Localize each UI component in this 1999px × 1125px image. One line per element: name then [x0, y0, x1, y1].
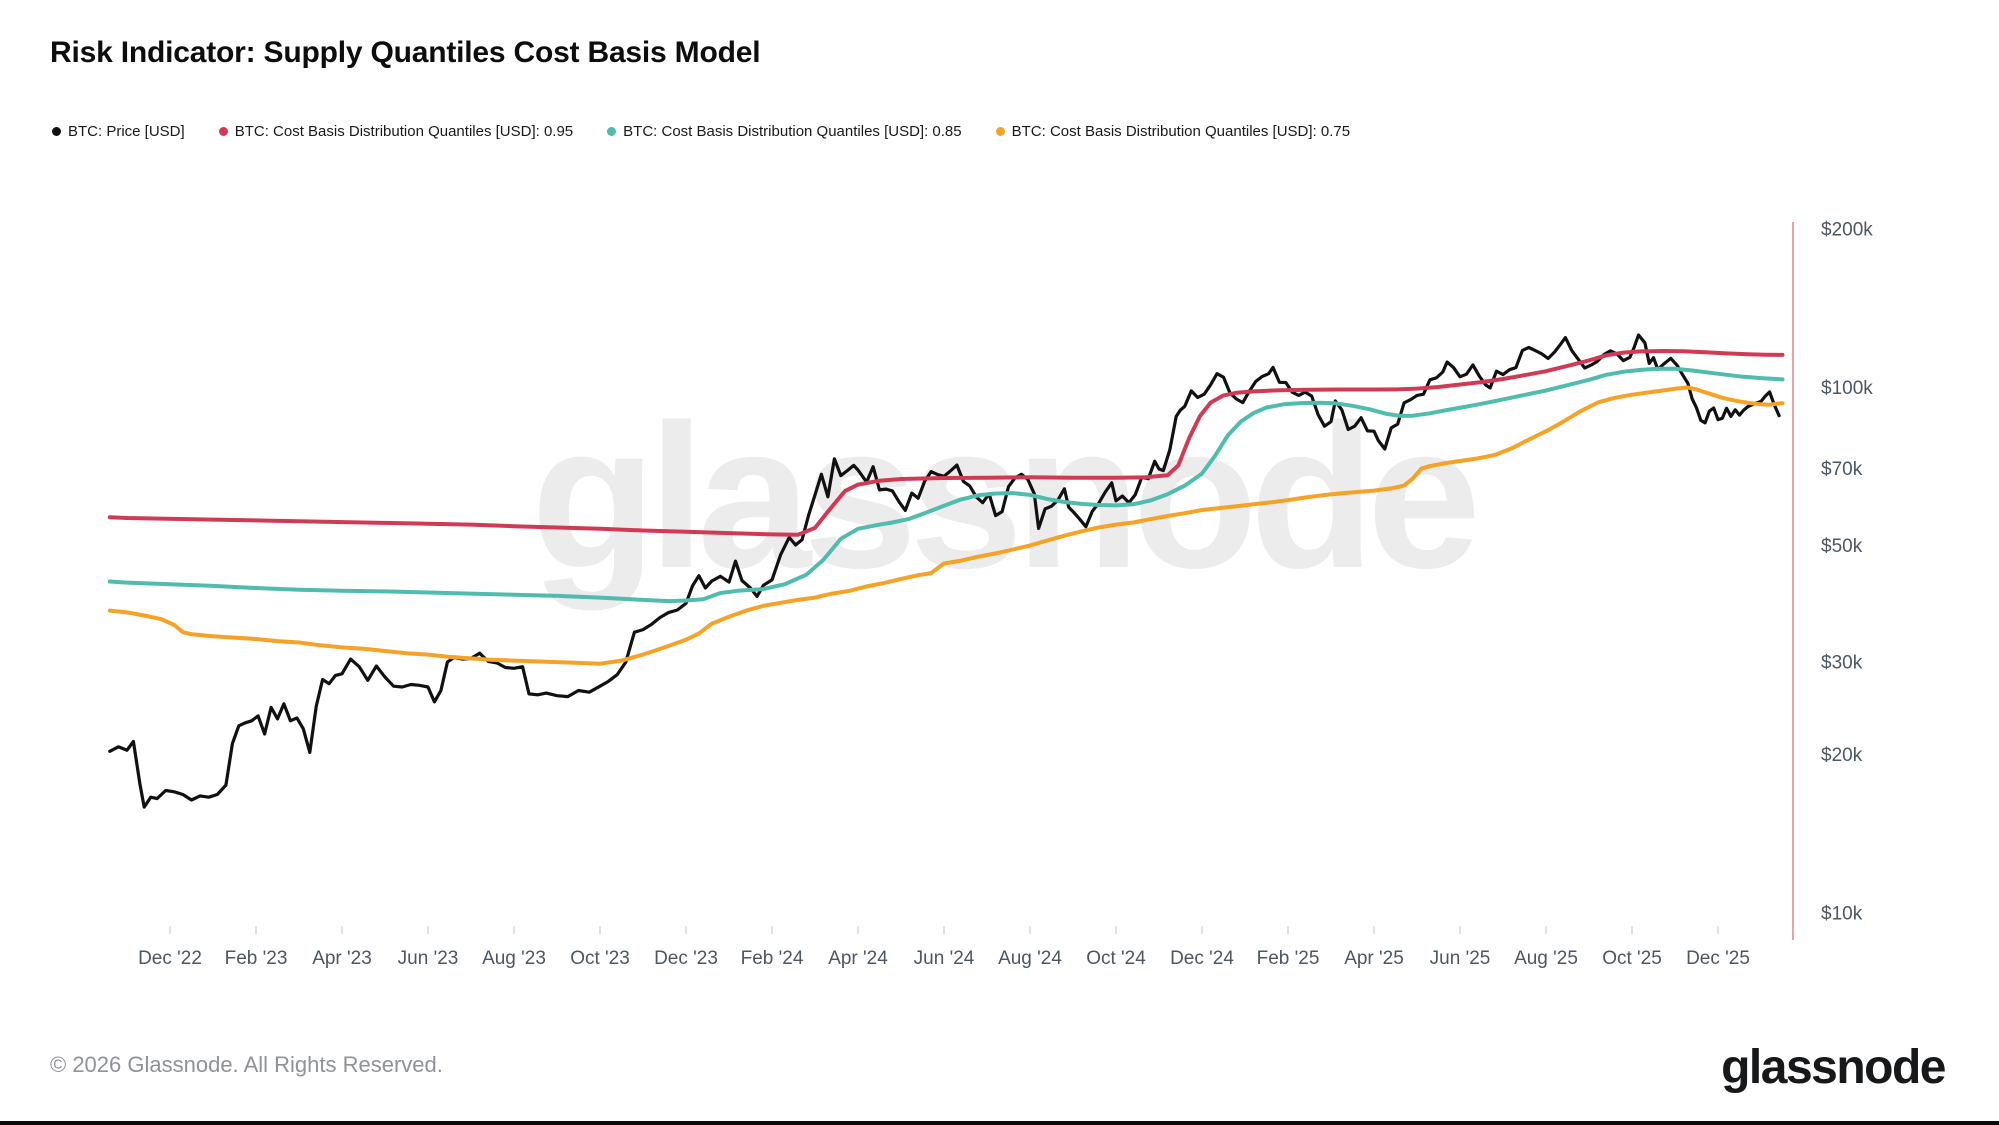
y-tick-label: $10k — [1821, 903, 1863, 924]
legend-dot-icon — [607, 127, 617, 136]
x-tick-label: Feb '25 — [1257, 948, 1320, 969]
legend-item-1[interactable]: BTC: Cost Basis Distribution Quantiles [… — [218, 123, 574, 140]
legend-dot-icon — [52, 127, 61, 136]
legend-item-2[interactable]: BTC: Cost Basis Distribution Quantiles [… — [607, 123, 962, 140]
y-tick-label: $50k — [1821, 536, 1863, 557]
x-tick-label: Aug '23 — [482, 948, 546, 969]
legend-dot-icon — [218, 127, 228, 136]
y-tick-label: $200k — [1821, 220, 1873, 241]
x-tick-label: Apr '23 — [312, 948, 372, 969]
legend-item-label: BTC: Cost Basis Distribution Quantiles [… — [1011, 123, 1351, 140]
y-tick-label: $70k — [1821, 459, 1863, 480]
quantile-095-line — [107, 349, 1785, 537]
legend-item-0[interactable]: BTC: Price [USD] — [52, 123, 185, 140]
x-tick-label: Aug '24 — [998, 948, 1062, 969]
x-tick-label: Dec '25 — [1686, 948, 1750, 969]
quantile-075-line — [107, 385, 1785, 666]
legend-dot-icon — [995, 127, 1005, 136]
x-tick-label: Dec '23 — [654, 948, 718, 969]
x-tick-label: Oct '25 — [1602, 948, 1662, 969]
legend-item-3[interactable]: BTC: Cost Basis Distribution Quantiles [… — [995, 123, 1351, 140]
x-tick-label: Oct '24 — [1086, 948, 1146, 969]
glassnode-logo: glassnode — [1721, 1041, 1946, 1094]
y-tick-label: $100k — [1821, 378, 1873, 399]
x-tick-label: Apr '24 — [828, 948, 888, 969]
page-title: Risk Indicator: Supply Quantiles Cost Ba… — [50, 36, 761, 69]
price-line — [108, 333, 1781, 809]
x-tick-label: Dec '24 — [1170, 948, 1234, 969]
x-tick-label: Feb '23 — [225, 948, 288, 969]
chart-legend: BTC: Price [USD] BTC: Cost Basis Distribu… — [52, 123, 1350, 140]
copyright-text: © 2026 Glassnode. All Rights Reserved. — [50, 1052, 443, 1077]
x-tick-label: Oct '23 — [570, 948, 630, 969]
x-tick-label: Dec '22 — [138, 948, 202, 969]
quantile-085-line — [107, 366, 1785, 604]
x-tick-label: Feb '24 — [741, 948, 804, 969]
bottom-window-bar — [0, 1121, 1999, 1125]
x-tick-label: Jun '25 — [1430, 948, 1491, 969]
y-tick-label: $20k — [1821, 745, 1863, 766]
x-tick-label: Jun '23 — [398, 948, 459, 969]
x-tick-label: Apr '25 — [1344, 948, 1404, 969]
legend-item-label: BTC: Price [USD] — [68, 123, 185, 140]
y-tick-label: $30k — [1821, 653, 1863, 674]
x-tick-label: Jun '24 — [914, 948, 975, 969]
legend-item-label: BTC: Cost Basis Distribution Quantiles [… — [234, 123, 574, 140]
x-tick-label: Aug '25 — [1514, 948, 1578, 969]
legend-item-label: BTC: Cost Basis Distribution Quantiles [… — [623, 123, 962, 140]
